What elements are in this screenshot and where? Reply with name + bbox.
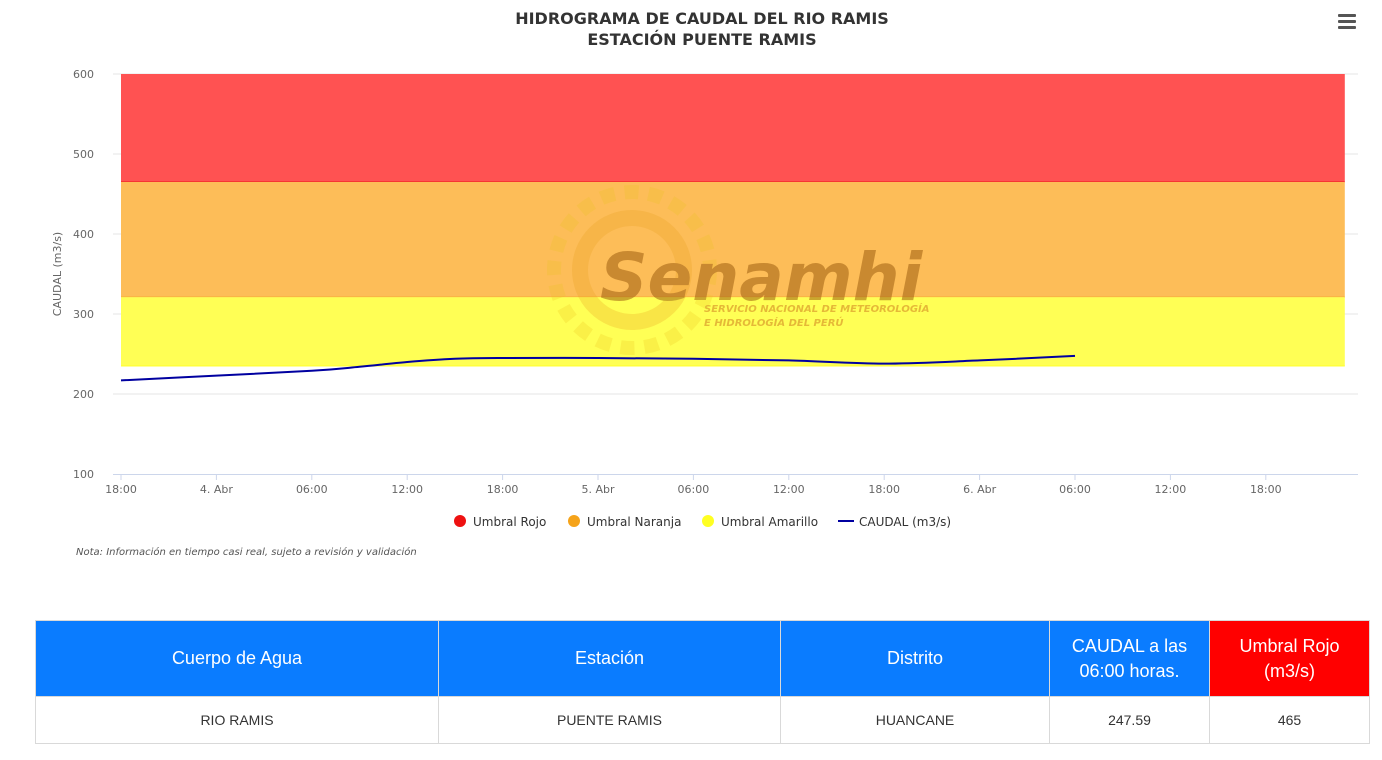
x-tick-label: 12:00 <box>391 483 423 496</box>
x-tick-label: 18:00 <box>105 483 137 496</box>
x-tick-label: 6. Abr <box>963 483 996 496</box>
legend-marker-umbral-naranja <box>568 515 580 527</box>
x-tick-label: 06:00 <box>1059 483 1091 496</box>
series-layer <box>120 354 1076 382</box>
y-tick-label: 400 <box>73 228 94 241</box>
band-umbral-naranja <box>121 182 1345 298</box>
chart-note: Nota: Información en tiempo casi real, s… <box>76 546 417 558</box>
hydrograph-chart: HIDROGRAMA DE CAUDAL DEL RIO RAMIS ESTAC… <box>51 9 1358 558</box>
chart-legend: Umbral Rojo Umbral Naranja Umbral Amarillo… <box>454 515 951 529</box>
y-tick-label: 200 <box>73 388 94 401</box>
x-tick-label: 4. Abr <box>200 483 233 496</box>
threshold-bands <box>121 74 1345 367</box>
band-umbral-rojo <box>121 74 1345 182</box>
summary-table: Cuerpo de Agua Estación Distrito CAUDAL … <box>35 620 1370 744</box>
cell-distrito: HUANCANE <box>780 696 1050 744</box>
series-line-caudal <box>120 354 1076 382</box>
band-umbral-amarillo <box>121 297 1345 366</box>
cell-umbral-rojo: 465 <box>1209 696 1370 744</box>
legend-marker-umbral-amarillo <box>702 515 714 527</box>
header-estacion: Estación <box>438 620 781 697</box>
chart-title-line-1: HIDROGRAMA DE CAUDAL DEL RIO RAMIS <box>515 9 889 28</box>
legend-label-umbral-rojo: Umbral Rojo <box>473 515 546 529</box>
legend-label-caudal: CAUDAL (m3/s) <box>859 515 951 529</box>
cell-cuerpo-de-agua: RIO RAMIS <box>35 696 439 744</box>
cell-caudal: 247.59 <box>1049 696 1210 744</box>
y-tick-label: 300 <box>73 308 94 321</box>
legend-label-umbral-amarillo: Umbral Amarillo <box>721 515 818 529</box>
axes: 100 200 300 400 500 600 18:00 4. Abr 06:00 12:00 1… <box>73 68 1358 496</box>
x-tick-label: 18:00 <box>1250 483 1282 496</box>
legend-marker-umbral-rojo <box>454 515 466 527</box>
legend-label-umbral-naranja: Umbral Naranja <box>587 515 681 529</box>
x-tick-label: 12:00 <box>1155 483 1187 496</box>
header-distrito: Distrito <box>780 620 1050 697</box>
menu-bar <box>1338 20 1356 23</box>
table-header-row: Cuerpo de Agua Estación Distrito CAUDAL … <box>35 620 1370 697</box>
x-tick-label: 06:00 <box>678 483 710 496</box>
x-tick-label: 12:00 <box>773 483 805 496</box>
chart-title-line-2: ESTACIÓN PUENTE RAMIS <box>587 30 816 49</box>
menu-bar <box>1338 26 1356 29</box>
table-row: RIO RAMIS PUENTE RAMIS HUANCANE 247.59 4… <box>35 696 1370 744</box>
y-tick-label: 100 <box>73 468 94 481</box>
header-cuerpo-de-agua: Cuerpo de Agua <box>35 620 439 697</box>
x-tick-label: 5. Abr <box>581 483 614 496</box>
menu-bar <box>1338 14 1356 17</box>
x-tick-label: 18:00 <box>868 483 900 496</box>
senamhi-logo-watermark: Senamhi SERVICIO NACIONAL DE METEOROLOGÍ… <box>547 185 930 355</box>
sun-logo-icon <box>547 185 717 355</box>
x-tick-label: 06:00 <box>296 483 328 496</box>
y-tick-label: 600 <box>73 68 94 81</box>
y-tick-label: 500 <box>73 148 94 161</box>
header-caudal: CAUDAL a las 06:00 horas. <box>1049 620 1210 697</box>
x-tick-label: 18:00 <box>487 483 519 496</box>
header-umbral-rojo: Umbral Rojo (m3/s) <box>1209 620 1370 697</box>
y-axis-label: CAUDAL (m3/s) <box>51 232 64 316</box>
hamburger-menu-icon[interactable] <box>1336 11 1358 33</box>
watermark-line-2: E HIDROLOGÍA DEL PERÚ <box>704 316 844 329</box>
cell-estacion: PUENTE RAMIS <box>438 696 781 744</box>
watermark-logo-text: Senamhi <box>600 239 924 316</box>
watermark-line-1: SERVICIO NACIONAL DE METEOROLOGÍA <box>704 302 930 315</box>
